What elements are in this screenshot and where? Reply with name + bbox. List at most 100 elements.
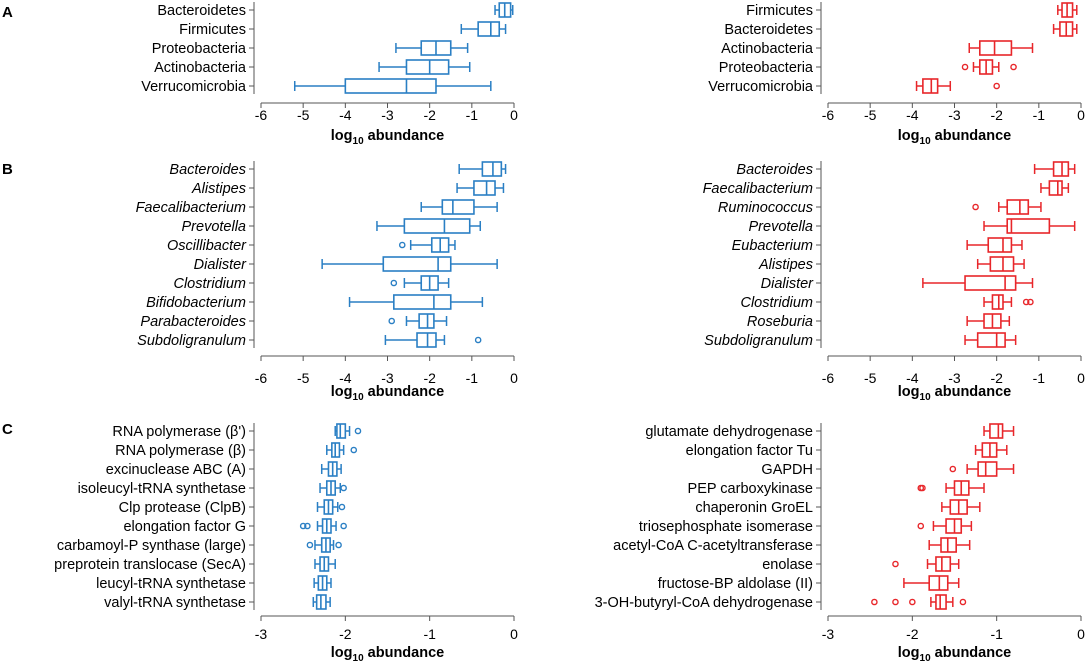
outlier-point — [961, 63, 969, 71]
x-tick-label: 0 — [1077, 370, 1085, 386]
category-label: Alistipes — [758, 257, 813, 273]
category-label: Bacteroides — [736, 162, 813, 178]
x-tick-label: -3 — [948, 107, 961, 123]
box — [477, 21, 501, 37]
outlier-point — [993, 82, 1000, 90]
x-tick-label: -6 — [822, 370, 835, 386]
category-label: Ruminococcus — [718, 200, 813, 216]
x-tick-label: -1 — [466, 107, 479, 123]
x-axis-label-rest: abundance — [931, 645, 1012, 661]
box — [382, 256, 452, 272]
box — [416, 332, 437, 348]
x-axis-label-subscript: 10 — [920, 136, 932, 147]
x-tick-label: 0 — [510, 107, 518, 123]
box — [991, 294, 1004, 310]
chart-c-left: RNA polymerase (β') RNA polymerase (β) exc… — [54, 423, 518, 664]
category-label: Bifidobacterium — [146, 295, 246, 311]
chart-b-right: Bacteroides Faecalibacterium Ruminococcus P… — [703, 161, 1085, 403]
x-tick-label: 0 — [1077, 626, 1085, 642]
box — [922, 78, 939, 94]
x-axis-label-subscript: 10 — [353, 653, 365, 664]
chart-a-left: Bacteroidetes Firmicutes Proteobacteria Act… — [141, 2, 518, 147]
x-tick-label: -1 — [990, 626, 1003, 642]
x-axis-label-rest: abundance — [364, 384, 445, 400]
panel-label-b: B — [2, 161, 13, 178]
category-label: Clp protease (ClpB) — [119, 500, 246, 516]
category-label: Bacteroidetes — [157, 3, 246, 19]
x-tick-label: -5 — [864, 370, 877, 386]
box — [393, 294, 452, 310]
x-axis-label-main: log — [898, 128, 920, 144]
x-axis-label-main: log — [331, 645, 353, 661]
category-label: Faecalibacterium — [703, 181, 813, 197]
category-label: Faecalibacterium — [136, 200, 246, 216]
category-label: elongation factor G — [123, 519, 246, 535]
x-tick-label: -6 — [822, 107, 835, 123]
category-label: Verrucomicrobia — [141, 79, 247, 95]
outlier-point — [388, 317, 396, 325]
x-axis-label-subscript: 10 — [920, 392, 932, 403]
x-tick-label: -2 — [423, 107, 436, 123]
x-axis-label: log10 abundance — [898, 128, 1011, 147]
box — [987, 237, 1013, 253]
outlier-point — [299, 522, 307, 530]
category-label: Prevotella — [749, 219, 813, 235]
x-tick-label: -3 — [381, 370, 394, 386]
x-tick-label: -2 — [339, 626, 352, 642]
box — [928, 575, 949, 591]
x-tick-label: -2 — [906, 626, 919, 642]
category-label: Proteobacteria — [152, 41, 247, 57]
x-tick-label: -5 — [297, 370, 310, 386]
box — [940, 537, 957, 553]
x-tick-label: -6 — [255, 107, 268, 123]
category-label: Dialister — [194, 257, 248, 273]
x-axis-label-subscript: 10 — [353, 392, 365, 403]
x-axis-label: log10 abundance — [331, 645, 444, 664]
category-label: carbamoyl-P synthase (large) — [57, 538, 246, 554]
outlier-point — [335, 541, 342, 549]
box — [978, 40, 1013, 56]
box — [935, 556, 952, 572]
x-axis-label: log10 abundance — [331, 128, 444, 147]
category-label: isoleucyl-tRNA synthetase — [78, 481, 246, 497]
outlier-point — [340, 484, 347, 492]
x-tick-label: -2 — [423, 370, 436, 386]
box — [1052, 161, 1070, 177]
x-axis-label-main: log — [898, 384, 920, 400]
box — [405, 59, 450, 75]
x-tick-label: -2 — [990, 107, 1003, 123]
category-label: Verrucomicrobia — [708, 79, 814, 95]
category-label: acetyl-CoA C-acetyltransferase — [613, 538, 813, 554]
box — [935, 594, 947, 610]
box — [989, 423, 1004, 439]
outlier-point — [909, 598, 916, 606]
category-label: leucyl-tRNA synthetase — [96, 576, 246, 592]
outlier-point — [1022, 298, 1030, 306]
category-label: Proteobacteria — [719, 60, 814, 76]
x-tick-label: 0 — [510, 370, 518, 386]
outlier-point — [949, 465, 957, 473]
box — [473, 180, 496, 196]
x-tick-label: -1 — [466, 370, 479, 386]
x-tick-label: -3 — [255, 626, 268, 642]
box — [964, 275, 1017, 291]
category-label: Firmicutes — [179, 22, 246, 38]
box — [989, 256, 1015, 272]
outlier-point — [350, 446, 358, 454]
x-axis-label: log10 abundance — [331, 384, 444, 403]
outlier-point — [892, 598, 899, 606]
outlier-point — [304, 522, 311, 530]
box — [1006, 199, 1030, 215]
x-axis-label-subscript: 10 — [920, 653, 932, 664]
outlier-point — [306, 541, 314, 549]
box — [481, 161, 503, 177]
x-axis-label-subscript: 10 — [353, 136, 365, 147]
box — [976, 332, 1006, 348]
x-tick-label: -1 — [423, 626, 436, 642]
category-label: Subdoligranulum — [704, 333, 813, 349]
category-label: excinuclease ABC (A) — [106, 462, 246, 478]
outlier-point — [338, 503, 346, 511]
panel-label-a: A — [2, 4, 13, 21]
category-label: Roseburia — [747, 314, 813, 330]
